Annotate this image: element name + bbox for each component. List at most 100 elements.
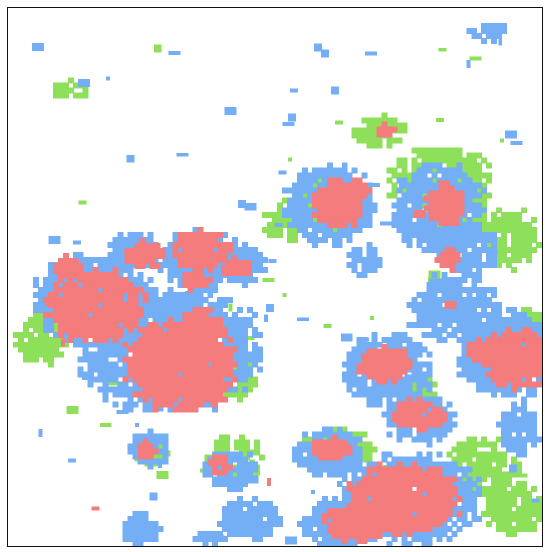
blue-cell: [471, 506, 478, 513]
red-cell: [52, 301, 59, 308]
red-cell: [167, 326, 174, 333]
blue-cell: [406, 222, 413, 229]
blue-cell: [461, 252, 468, 259]
green-cell: [471, 217, 478, 224]
blue-cell: [396, 456, 403, 463]
blue-cell: [242, 461, 249, 468]
blue-cell: [426, 536, 433, 543]
blue-cell: [466, 257, 473, 264]
blue-cell: [456, 291, 463, 298]
blue-cell: [97, 366, 104, 373]
red-cell: [52, 296, 59, 303]
blue-cell: [521, 396, 528, 403]
red-cell: [102, 286, 109, 293]
red-cell: [102, 321, 109, 328]
blue-cell: [134, 422, 139, 427]
blue-cell: [506, 381, 513, 388]
blue-cell: [237, 351, 244, 358]
red-cell: [122, 286, 129, 293]
blue-cell: [247, 526, 254, 533]
blue-cell: [351, 471, 358, 478]
blue-cell: [301, 197, 308, 204]
blue-cell: [531, 441, 538, 448]
blue-cell: [486, 247, 493, 254]
green-cell: [506, 227, 513, 234]
blue-cell: [242, 242, 249, 249]
green-cell: [267, 227, 274, 234]
green-cell: [476, 177, 483, 184]
blue-cell: [62, 336, 69, 343]
blue-cell: [82, 346, 89, 353]
blue-cell: [112, 237, 119, 244]
red-cell: [117, 301, 124, 308]
green-cell: [501, 506, 508, 513]
blue-cell: [396, 331, 403, 338]
blue-cell: [461, 316, 468, 323]
green-cell: [481, 441, 488, 448]
red-cell: [157, 336, 164, 343]
green-cell: [496, 521, 503, 528]
blue-cell: [471, 32, 478, 39]
blue-cell: [87, 257, 94, 264]
blue-cell: [396, 381, 403, 388]
blue-cell: [451, 172, 458, 179]
blue-cell: [192, 301, 199, 308]
blue-cell: [247, 316, 254, 323]
blue-cell: [486, 27, 493, 34]
blue-cell: [127, 536, 134, 543]
blue-cell: [456, 227, 463, 234]
blue-cell: [152, 443, 159, 450]
green-cell: [242, 381, 249, 388]
red-cell: [42, 311, 49, 318]
green-cell: [526, 496, 533, 503]
blue-cell: [122, 331, 129, 338]
blue-cell: [122, 521, 129, 528]
green-cell: [227, 391, 234, 398]
blue-cell: [122, 371, 129, 378]
red-cell: [77, 272, 84, 278]
blue-cell: [157, 526, 164, 533]
blue-cell: [142, 406, 149, 413]
blue-cell: [77, 366, 84, 373]
blue-cell: [461, 371, 468, 378]
blue-cell: [321, 227, 328, 234]
blue-cell: [311, 466, 318, 473]
blue-cell: [416, 371, 423, 378]
blue-cell: [451, 531, 458, 538]
red-cell: [102, 291, 109, 298]
blue-cell: [257, 521, 264, 528]
green-cell: [471, 466, 478, 473]
red-cell: [117, 326, 124, 333]
green-cell: [516, 491, 523, 498]
green-cell: [506, 262, 513, 269]
blue-cell: [316, 222, 323, 229]
blue-cell: [237, 516, 244, 523]
blue-cell: [406, 336, 413, 343]
blue-cell: [446, 277, 453, 283]
blue-cell: [157, 296, 164, 303]
blue-cell: [137, 526, 144, 533]
blue-cell: [152, 316, 159, 323]
blue-cell: [301, 431, 308, 438]
blue-cell: [481, 381, 488, 388]
blue-cell: [306, 451, 313, 458]
blue-cell: [132, 386, 139, 393]
red-cell: [47, 291, 54, 298]
green-cell: [276, 232, 283, 239]
blue-cell: [152, 296, 159, 303]
green-cell: [219, 434, 226, 441]
red-cell: [132, 286, 139, 293]
blue-cell: [102, 381, 109, 388]
green-cell: [486, 172, 493, 179]
blue-cell: [252, 252, 259, 259]
blue-cell: [411, 366, 418, 373]
blue-cell: [257, 351, 264, 358]
blue-cell: [167, 272, 174, 278]
blue-cell: [491, 232, 498, 239]
blue-cell: [411, 321, 418, 328]
green-cell: [42, 351, 49, 358]
blue-cell: [526, 421, 533, 428]
red-cell: [167, 336, 174, 343]
blue-cell: [321, 526, 328, 533]
red-cell: [122, 281, 129, 288]
